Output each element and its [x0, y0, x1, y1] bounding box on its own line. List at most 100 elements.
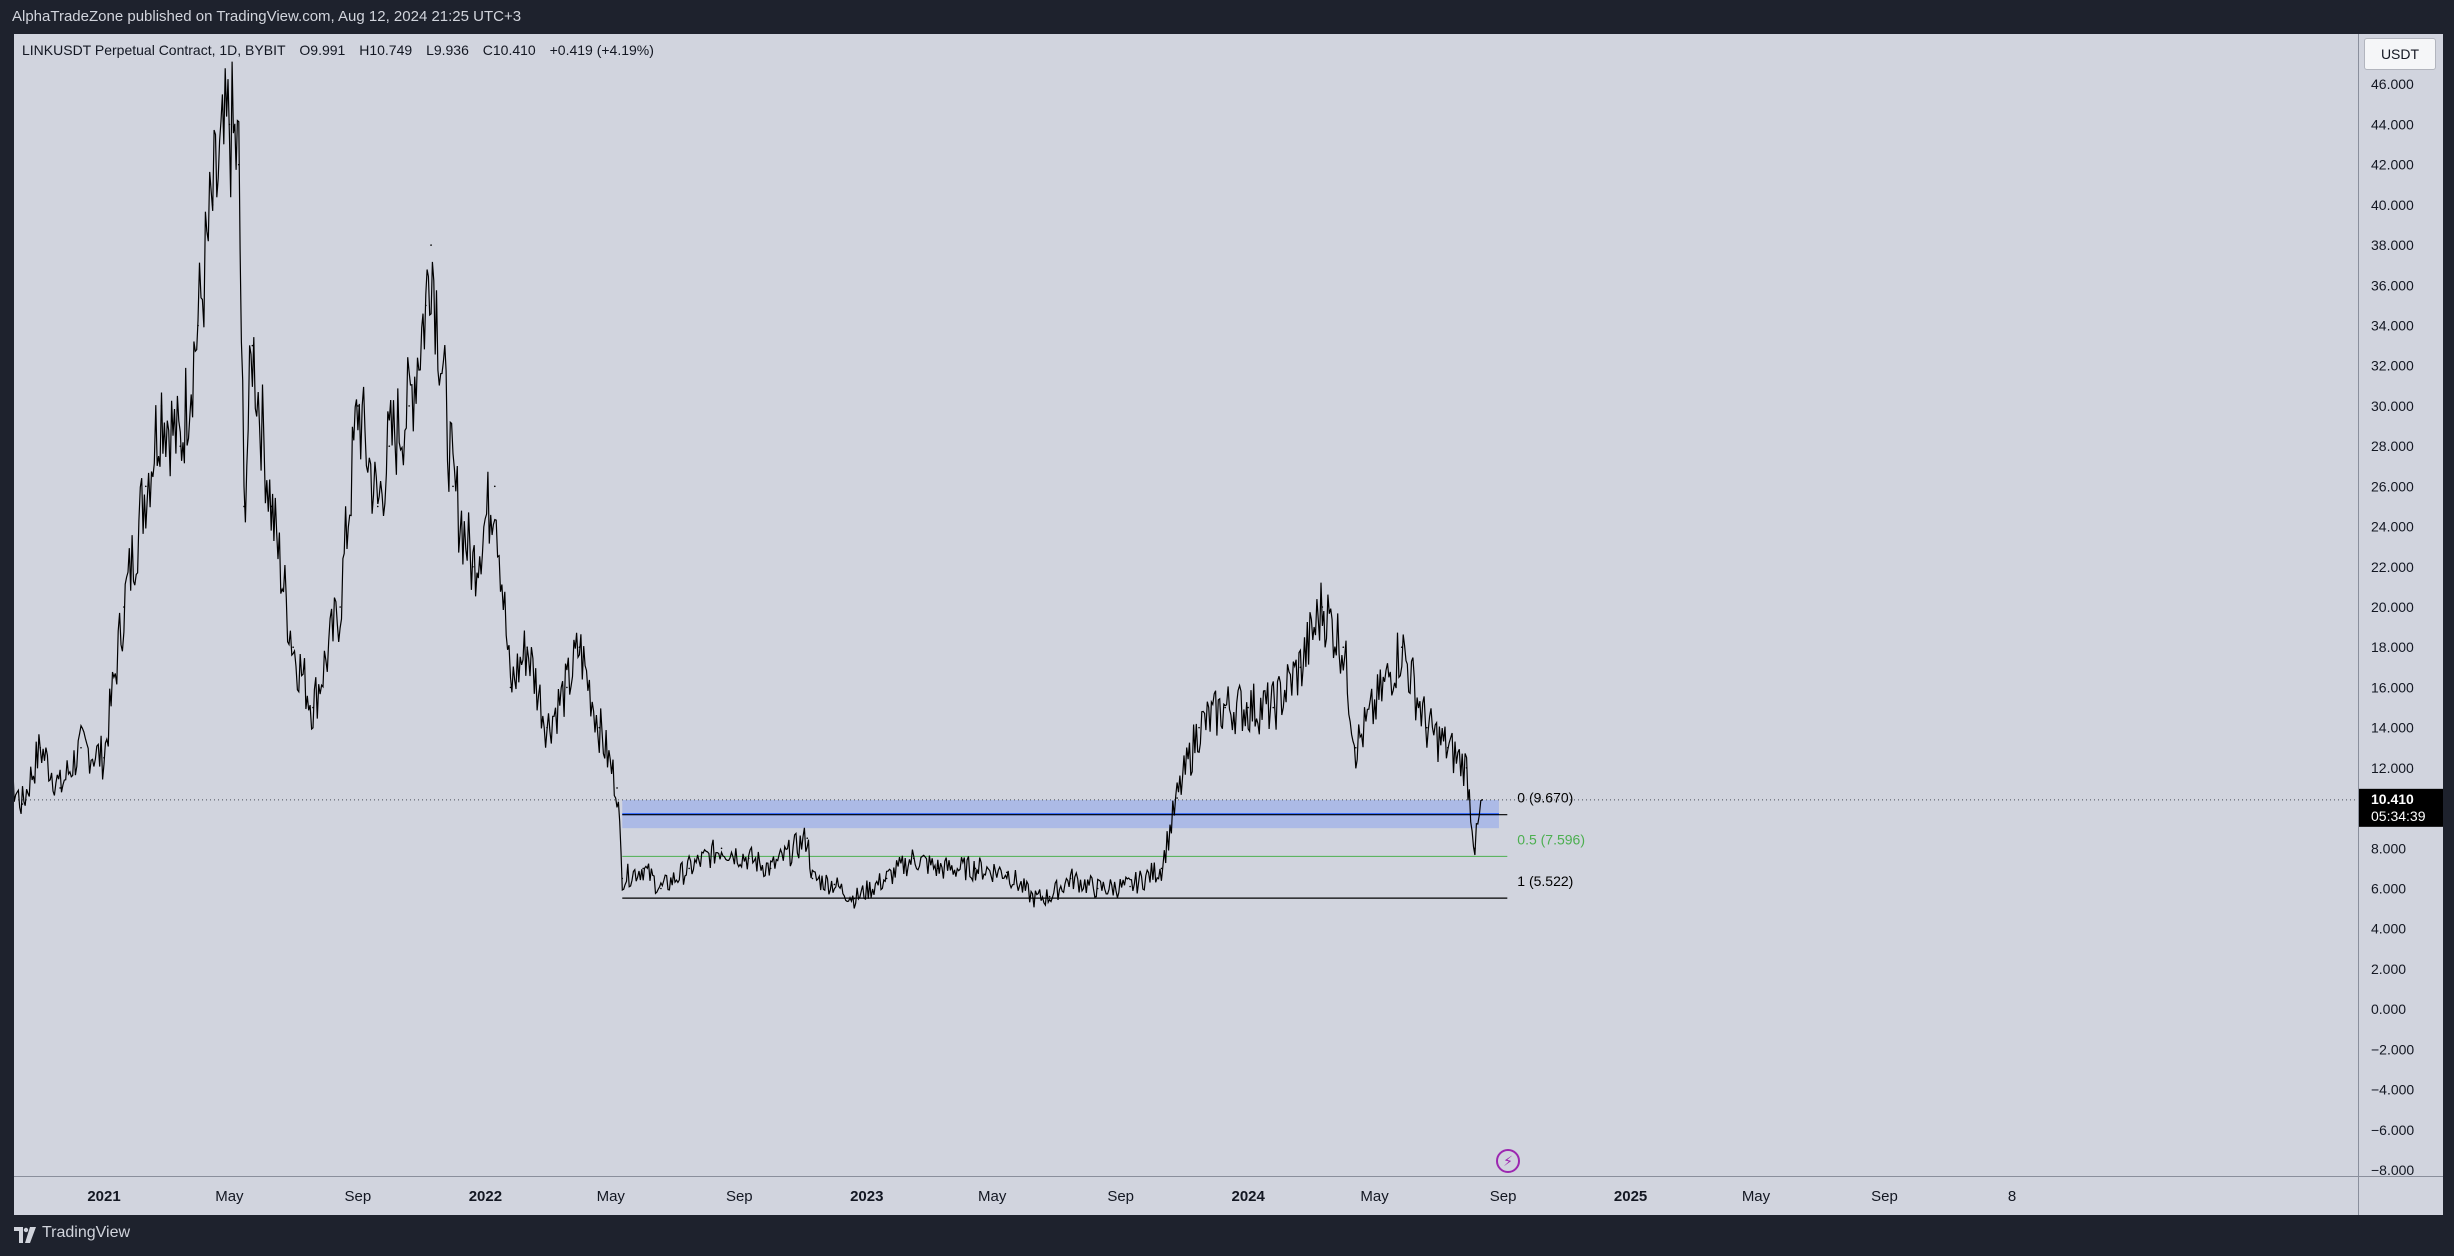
- time-tick-label: May: [1742, 1188, 1771, 1205]
- price-point: [720, 847, 723, 850]
- price-tick-label: 8.000: [2371, 840, 2406, 856]
- price-point: [1033, 897, 1035, 900]
- price-point: [251, 344, 254, 347]
- fib-level-label-2: 1 (5.522): [1517, 873, 1573, 889]
- price-point: [598, 726, 601, 729]
- price-point: [1426, 726, 1428, 729]
- bar-countdown: 05:34:39: [2371, 808, 2426, 824]
- price-point: [339, 606, 341, 608]
- time-tick-label: Sep: [726, 1188, 753, 1205]
- price-tick-label: 0.000: [2371, 1001, 2406, 1017]
- time-tick-label: Sep: [345, 1188, 372, 1205]
- time-tick-label: May: [215, 1188, 244, 1205]
- price-point: [1247, 706, 1249, 709]
- price-point: [1176, 797, 1178, 799]
- price-point: [59, 787, 61, 789]
- price-point: [688, 867, 690, 870]
- fib-level-label-1: 0.5 (7.596): [1517, 831, 1585, 847]
- price-point: [21, 803, 24, 805]
- price-tick-label: 30.000: [2371, 398, 2414, 414]
- chart-area[interactable]: 0 (9.670) 0.5 (7.596) 1 (5.522) LINKUSDT P…: [14, 34, 2358, 1176]
- price-point: [211, 204, 214, 206]
- time-tick-label: 2022: [469, 1188, 502, 1205]
- price-tick-label: 36.000: [2371, 277, 2414, 293]
- price-tick-label: 22.000: [2371, 559, 2414, 575]
- time-axis-ticks: 2021 May Sep 2022 May Sep 2023 May Sep 2024 May Sep…: [87, 1188, 2016, 1205]
- price-point: [616, 787, 618, 789]
- price-tick-label: 6.000: [2371, 881, 2406, 897]
- price-point: [388, 445, 391, 447]
- price-point: [312, 706, 314, 709]
- price-tick-label: 16.000: [2371, 679, 2414, 695]
- price-point: [1069, 877, 1072, 880]
- price-point: [493, 485, 496, 488]
- price-point: [811, 877, 814, 880]
- price-tick-label: 42.000: [2371, 157, 2414, 173]
- price-point: [80, 746, 82, 749]
- price-point: [237, 163, 240, 166]
- price-tick-label: 20.000: [2371, 599, 2414, 615]
- price-point: [578, 646, 581, 649]
- price-point: [660, 887, 662, 890]
- price-point: [1160, 867, 1163, 870]
- price-tick-label: 14.000: [2371, 720, 2414, 736]
- time-tick-label: May: [1360, 1188, 1389, 1205]
- price-point: [1272, 706, 1275, 709]
- price-point: [621, 877, 624, 880]
- price-point: [472, 565, 474, 568]
- price-point: [937, 867, 939, 870]
- price-tick-label: 26.000: [2371, 478, 2414, 494]
- price-point: [1224, 706, 1226, 709]
- price-point: [179, 445, 182, 447]
- price-point: [430, 244, 432, 246]
- price-tick-label: 4.000: [2371, 921, 2406, 937]
- publisher-bar: AlphaTradeZone published on TradingView.…: [0, 0, 2454, 34]
- price-change: +0.419 (+4.19%): [549, 42, 654, 58]
- price-tick-label: 38.000: [2371, 237, 2414, 253]
- currency-button[interactable]: USDT: [2364, 38, 2436, 70]
- ohlc-close: C10.410: [482, 42, 536, 58]
- price-tick-label: 2.000: [2371, 961, 2406, 977]
- price-tick-label: 12.000: [2371, 760, 2414, 776]
- axis-corner: [2358, 1176, 2443, 1215]
- price-tick-label: −4.000: [2371, 1082, 2414, 1098]
- time-tick-label: May: [597, 1188, 626, 1205]
- price-point: [833, 883, 836, 886]
- symbol-legend: LINKUSDT Perpetual Contract, 1D, BYBIT O…: [22, 42, 664, 58]
- price-point: [1129, 885, 1131, 888]
- time-axis[interactable]: 2021 May Sep 2022 May Sep 2023 May Sep 2024 May Sep…: [14, 1176, 2358, 1215]
- price-axis[interactable]: 48.00046.00044.00042.00040.00038.00036.0…: [2358, 34, 2443, 1176]
- price-tick-label: −6.000: [2371, 1122, 2414, 1138]
- ohlc-high: H10.749: [359, 42, 413, 58]
- lightning-icon[interactable]: ⚡: [1496, 1149, 1520, 1173]
- price-point: [197, 324, 199, 327]
- tradingview-brand: TradingView: [42, 1224, 131, 1241]
- price-point: [1299, 666, 1302, 669]
- price-point: [1465, 767, 1468, 769]
- price-point: [913, 857, 915, 860]
- price-tick-label: 40.000: [2371, 197, 2414, 213]
- price-point: [103, 757, 105, 759]
- tradingview-logo-icon: [14, 1227, 36, 1243]
- price-point: [526, 646, 528, 649]
- price-point: [1096, 887, 1099, 890]
- price-point: [853, 897, 856, 900]
- time-tick-label: 2023: [850, 1188, 883, 1205]
- price-point: [160, 405, 163, 407]
- price-tick-label: −8.000: [2371, 1162, 2414, 1176]
- time-tick-label: Sep: [1490, 1188, 1517, 1205]
- price-point: [885, 877, 888, 880]
- time-tick-label: Sep: [1871, 1188, 1898, 1205]
- price-point: [974, 867, 977, 870]
- fib-level-label-0: 0 (9.670): [1517, 790, 1573, 806]
- time-tick-label: 8: [2008, 1188, 2016, 1205]
- current-price-tag: [2359, 788, 2443, 827]
- price-point: [642, 867, 644, 870]
- price-point: [376, 505, 379, 508]
- ohlc-low: L9.936: [426, 42, 469, 58]
- price-point: [1481, 799, 1484, 801]
- price-tick-label: 44.000: [2371, 116, 2414, 132]
- ohlc-open: O9.991: [299, 42, 346, 58]
- symbol-name[interactable]: LINKUSDT Perpetual Contract, 1D, BYBIT: [22, 42, 286, 58]
- price-chart[interactable]: 0 (9.670) 0.5 (7.596) 1 (5.522): [14, 34, 2358, 1176]
